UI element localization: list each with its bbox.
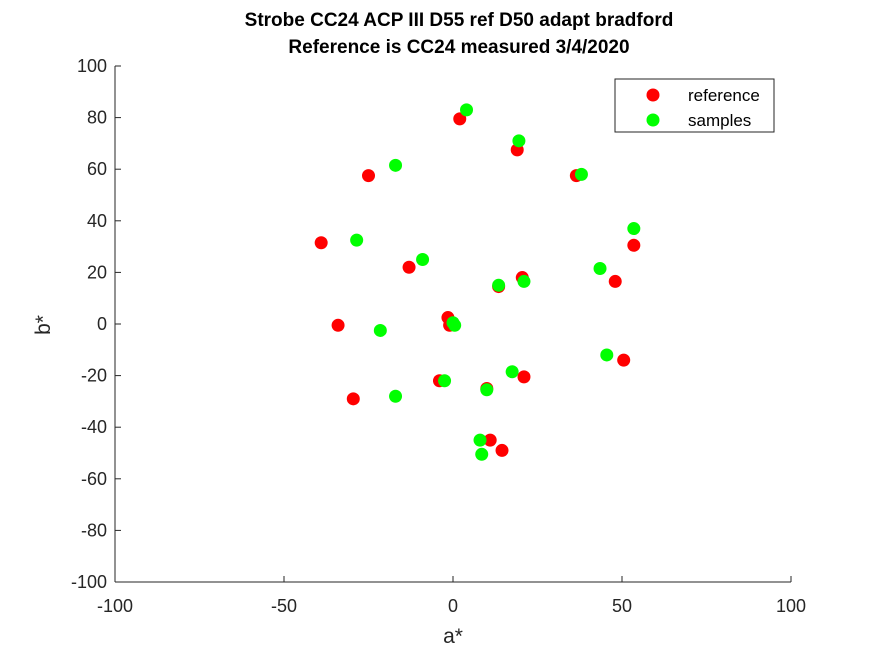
data-points — [314, 103, 641, 461]
x-axis-label: a* — [443, 625, 463, 648]
samples-point — [389, 389, 403, 403]
reference-point — [402, 260, 416, 274]
x-tick-label: 50 — [612, 596, 632, 616]
samples-point — [627, 222, 641, 236]
y-tick-label: -60 — [81, 469, 107, 489]
chart-subtitle: Reference is CC24 measured 3/4/2020 — [288, 37, 629, 58]
legend-box — [614, 78, 775, 133]
samples-point — [517, 274, 531, 288]
y-tick-label: -20 — [81, 366, 107, 386]
reference-point — [517, 370, 531, 384]
reference-point — [617, 353, 631, 367]
legend-label-samples: samples — [688, 111, 751, 130]
legend-marker-samples — [646, 113, 660, 127]
samples-point — [460, 103, 474, 117]
reference-point — [453, 112, 467, 126]
samples-point — [480, 383, 494, 397]
y-tick-label: -80 — [81, 520, 107, 540]
y-tick-label: -100 — [71, 572, 107, 592]
samples-point — [350, 233, 364, 247]
reference-point — [483, 433, 497, 447]
series-samples — [350, 103, 641, 461]
reference-point — [331, 318, 345, 332]
samples-point — [512, 134, 526, 148]
y-tick-label: 60 — [87, 159, 107, 179]
y-axis-label: b* — [32, 315, 55, 335]
samples-point — [593, 262, 607, 276]
legend: reference samples — [614, 78, 775, 133]
reference-point — [314, 236, 328, 250]
reference-point — [362, 169, 375, 183]
reference-point — [495, 443, 509, 457]
samples-point — [438, 374, 452, 388]
y-tick-label: 100 — [77, 56, 107, 76]
legend-label-reference: reference — [688, 86, 760, 105]
y-tick-label: 0 — [97, 314, 107, 334]
x-tick-label: 0 — [448, 596, 458, 616]
samples-point — [492, 278, 506, 292]
reference-point — [627, 238, 641, 252]
chart-title: Strobe CC24 ACP III D55 ref D50 adapt br… — [245, 10, 674, 31]
series-reference — [314, 112, 641, 457]
samples-point — [448, 318, 462, 332]
samples-point — [505, 365, 519, 379]
axes: -100 -50 0 50 100 -100 -80 -60 -40 -20 0 20 40 60 80 10… — [71, 56, 806, 616]
samples-point — [416, 253, 430, 266]
y-tick-label: 80 — [87, 108, 107, 128]
x-tick-label: -50 — [271, 596, 297, 616]
y-tick-label: -40 — [81, 417, 107, 437]
legend-marker-reference — [646, 88, 660, 102]
reference-point — [346, 392, 360, 406]
y-tick-label: 20 — [87, 262, 107, 282]
x-tick-label: 100 — [776, 596, 806, 616]
samples-point — [574, 167, 588, 181]
samples-point — [389, 158, 403, 172]
samples-point — [373, 323, 387, 337]
y-tick-label: 40 — [87, 211, 107, 231]
samples-point — [473, 433, 487, 447]
x-tick-label: -100 — [97, 596, 133, 616]
samples-point — [600, 348, 614, 362]
samples-point — [475, 447, 489, 461]
reference-point — [608, 274, 622, 288]
